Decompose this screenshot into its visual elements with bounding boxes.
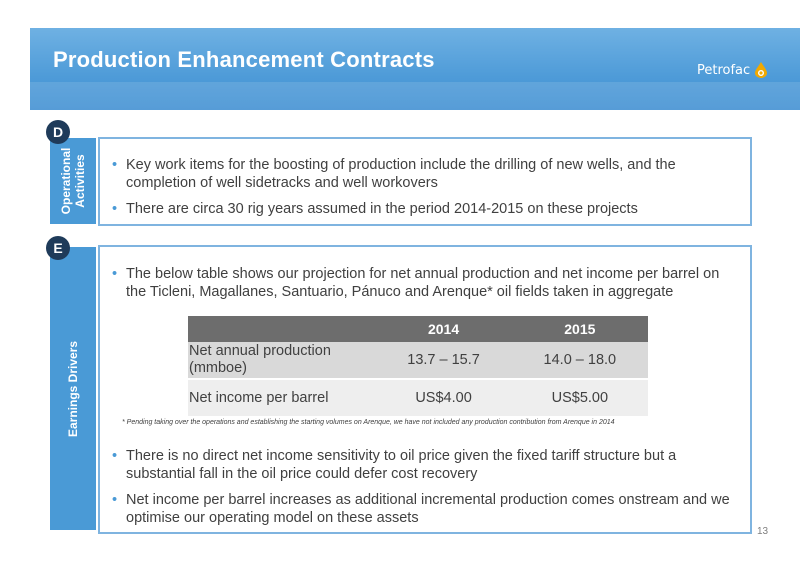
logo-text: Petrofac xyxy=(697,62,751,78)
section-d-badge: D xyxy=(46,120,70,144)
table-cell: Net annual production (mmboe) xyxy=(188,342,376,380)
earnings-drivers-label: Earnings Drivers xyxy=(66,340,80,437)
table-header-cell xyxy=(188,316,376,342)
table-cell: US$5.00 xyxy=(511,379,648,416)
operational-activities-box: Key work items for the boosting of produ… xyxy=(98,137,752,226)
table-cell: 14.0 – 18.0 xyxy=(511,342,648,380)
table-cell: Net income per barrel xyxy=(188,379,376,416)
operational-activities-list: Key work items for the boosting of produ… xyxy=(112,156,737,218)
earnings-drivers-box: The below table shows our projection for… xyxy=(98,245,752,534)
page-title: Production Enhancement Contracts xyxy=(53,47,435,72)
list-item: Net income per barrel increases as addit… xyxy=(112,491,737,527)
footnote: * Pending taking over the operations and… xyxy=(122,419,615,426)
table-header-cell: 2014 xyxy=(375,316,512,342)
earnings-intro-list: The below table shows our projection for… xyxy=(112,265,737,301)
list-item: The below table shows our projection for… xyxy=(112,265,737,301)
company-logo: Petrofac xyxy=(697,62,768,78)
earnings-drivers-tab: Earnings Drivers xyxy=(50,247,96,530)
table-row: Net annual production (mmboe) 13.7 – 15.… xyxy=(188,342,648,380)
operational-activities-tab: Operational Activities xyxy=(50,138,96,224)
projection-table: 2014 2015 Net annual production (mmboe) … xyxy=(188,316,648,416)
tab-label-line2: Activities xyxy=(73,154,87,208)
list-item: There is no direct net income sensitivit… xyxy=(112,447,737,483)
header-strip xyxy=(30,82,800,110)
petrofac-drop-icon xyxy=(755,62,768,78)
tab-label-line1: Operational xyxy=(59,147,73,215)
table-row: Net income per barrel US$4.00 US$5.00 xyxy=(188,379,648,416)
table-cell: 13.7 – 15.7 xyxy=(375,342,512,380)
list-item: Key work items for the boosting of produ… xyxy=(112,156,737,192)
header-banner xyxy=(30,28,800,110)
section-e-badge: E xyxy=(46,236,70,260)
table-header-cell: 2015 xyxy=(511,316,648,342)
earnings-notes-list: There is no direct net income sensitivit… xyxy=(112,447,737,527)
table-header-row: 2014 2015 xyxy=(188,316,648,342)
table-cell: US$4.00 xyxy=(375,379,512,416)
list-item: There are circa 30 rig years assumed in … xyxy=(112,200,737,218)
page-number: 13 xyxy=(757,526,769,537)
